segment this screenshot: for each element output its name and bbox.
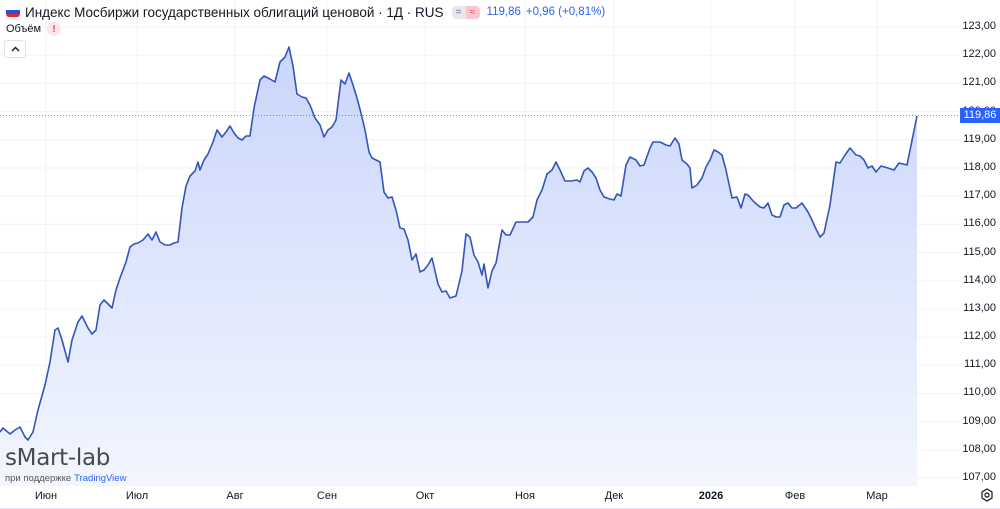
warning-icon[interactable]: ! — [47, 22, 62, 36]
time-axis-tick: Фев — [784, 490, 806, 502]
price-change: +0,96 (+0,81%) — [525, 6, 606, 18]
price-axis-tick: 118,00 — [963, 160, 996, 173]
price-axis-tick: 117,00 — [963, 189, 996, 202]
price-axis-tick: 111,00 — [963, 358, 996, 371]
time-axis-tick: Ноя — [514, 490, 536, 502]
price-line — [0, 46, 918, 441]
price-axis-tick: 116,00 — [963, 217, 996, 230]
time-axis-tick: Сен — [316, 490, 338, 502]
last-price: 119,86 — [486, 6, 521, 18]
price-axis-tick: 114,00 — [963, 273, 996, 286]
volume-label: Объём — [6, 23, 42, 35]
time-axis-tick: Дек — [604, 490, 624, 502]
price-axis-tick: 121,00 — [962, 76, 996, 89]
price-axis-tick: 108,00 — [962, 442, 996, 455]
approx-badge-icon[interactable]: ≈ — [465, 5, 480, 19]
powered-by-label: при поддержке — [5, 473, 72, 484]
price-axis-tick: 115,00 — [963, 245, 996, 258]
powered-by-text: при поддержке TradingView — [5, 473, 126, 484]
price-axis-tick: 110,00 — [963, 386, 996, 399]
tradingview-link[interactable]: TradingView — [74, 473, 127, 484]
price-axis-tick: 113,00 — [963, 301, 996, 314]
price-axis-tick: 109,00 — [962, 414, 996, 427]
time-axis-tick: Авг — [226, 490, 244, 502]
chart-legend-header: Индекс Мосбиржи государственных облигаци… — [6, 3, 605, 21]
time-axis-tick: Июн — [34, 490, 58, 502]
time-axis-tick: 2026 — [698, 490, 724, 502]
collapse-legend-button[interactable] — [4, 40, 26, 58]
chevron-up-icon — [11, 44, 20, 54]
symbol-title[interactable]: Индекс Мосбиржи государственных облигаци… — [25, 4, 444, 20]
price-area-fill — [0, 47, 917, 486]
settings-gear-icon[interactable] — [980, 488, 994, 502]
time-axis-tick: Июл — [125, 490, 149, 502]
smart-lab-logo: sMart-lab — [5, 445, 111, 471]
time-axis-tick: Окт — [415, 490, 435, 502]
price-axis-tick: 119,00 — [963, 132, 996, 145]
price-axis-tick: 122,00 — [962, 48, 996, 61]
russia-flag-icon — [6, 7, 20, 17]
price-axis-tick: 112,00 — [963, 330, 996, 343]
time-axis-tick: Мар — [866, 490, 888, 502]
price-axis-tick: 107,00 — [962, 471, 996, 484]
price-axis-tick: 123,00 — [962, 20, 996, 32]
equals-badge-icon[interactable]: = — [451, 5, 466, 19]
volume-indicator-row[interactable]: Объём ! — [6, 22, 62, 36]
current-price-tag: 119,86 — [960, 107, 1000, 123]
